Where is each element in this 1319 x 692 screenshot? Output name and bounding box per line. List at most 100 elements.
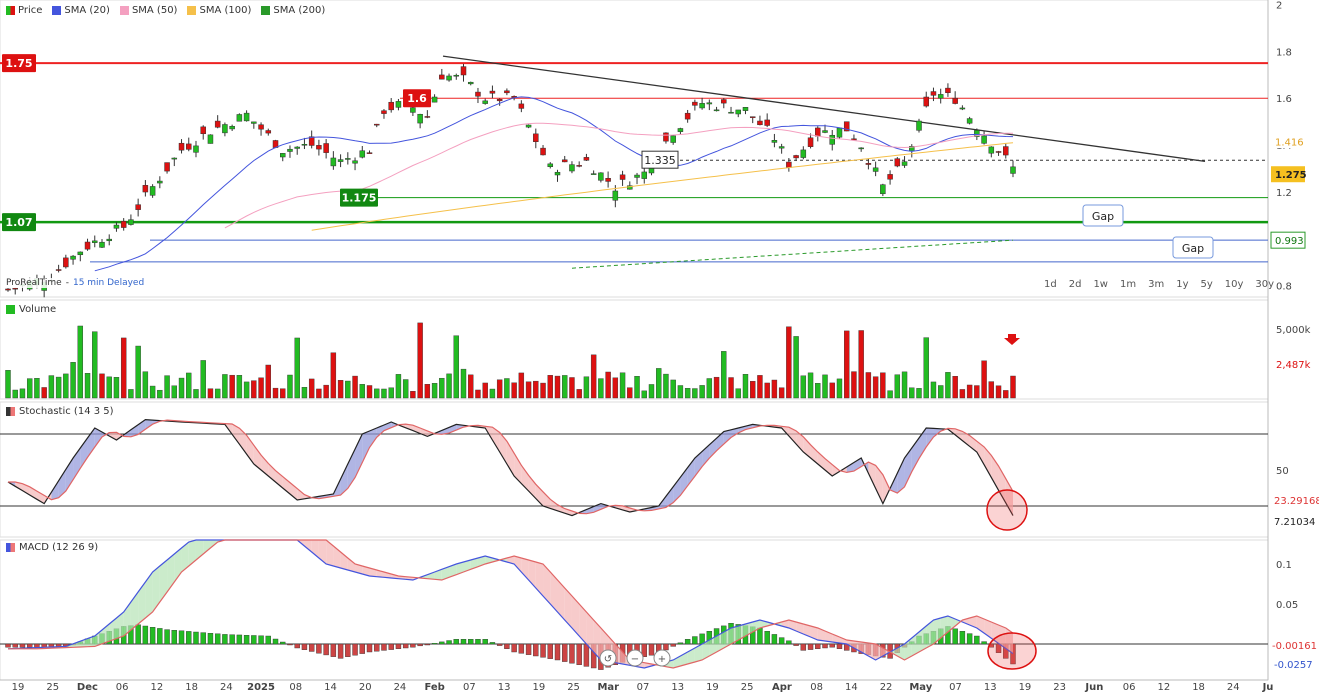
stoch-fill — [130, 424, 139, 437]
candle-body — [713, 109, 720, 112]
range-1d[interactable]: 1d — [1044, 279, 1057, 290]
macd-histogram-bar — [974, 635, 980, 645]
macd-fill — [803, 624, 811, 637]
macd-histogram-bar — [424, 643, 431, 646]
volume-bar — [41, 387, 47, 399]
volume-bar — [272, 387, 279, 399]
stoch-fill — [622, 505, 630, 512]
candle-body — [178, 142, 185, 151]
macd-fill — [87, 636, 95, 647]
stoch-tick-50: 50 — [1276, 466, 1289, 477]
volume-bar — [590, 354, 597, 399]
range-2d[interactable]: 2d — [1068, 279, 1082, 290]
candle-body — [692, 101, 698, 106]
macd-histogram-bar — [171, 630, 177, 645]
volume-bar — [323, 384, 329, 399]
volume-bar — [120, 337, 127, 399]
candle-body — [229, 125, 235, 130]
macd-histogram-bar — [236, 634, 243, 645]
volume-bar — [193, 389, 199, 399]
macd-fill — [449, 564, 457, 578]
stoch-fill — [904, 448, 912, 487]
macd-fill — [947, 616, 956, 632]
volume-legend: Volume — [6, 304, 57, 315]
candle-body — [815, 127, 821, 137]
volume-bar — [829, 382, 835, 399]
macd-fill — [846, 640, 854, 648]
sma100-value-box — [1271, 134, 1305, 149]
candle-body — [482, 100, 488, 104]
volume-bar — [764, 382, 770, 399]
volume-bar — [186, 372, 192, 399]
stoch-fill — [420, 428, 428, 437]
x-tick-label: May — [909, 682, 932, 692]
macd-fill — [564, 588, 572, 628]
macd-histogram-bar — [337, 643, 344, 659]
stoch-fill — [680, 467, 688, 496]
macd-fill — [543, 564, 551, 604]
candle-body — [301, 144, 308, 146]
label-1335: 1.335 — [644, 154, 676, 167]
provider-brand: ProRealTime — [6, 278, 62, 288]
volume-bar — [583, 376, 590, 399]
volume-bar — [258, 377, 264, 399]
macd-fill — [615, 644, 623, 664]
range-1y[interactable]: 1y — [1176, 279, 1189, 290]
range-10y[interactable]: 10y — [1224, 279, 1244, 290]
macd-histogram-bar — [193, 631, 199, 645]
macd-histogram-bar — [381, 643, 387, 651]
macd-histogram-bar — [468, 639, 474, 645]
macd-fill — [362, 566, 370, 576]
macd-histogram-bar — [402, 643, 409, 649]
macd-histogram-bar — [475, 639, 481, 645]
range-3m[interactable]: 3m — [1148, 279, 1165, 290]
x-tick-label: Ju — [1262, 682, 1274, 692]
x-tick-label: 25 — [567, 682, 580, 692]
macd-histogram-bar — [308, 643, 315, 652]
x-tick-label: 13 — [671, 682, 684, 692]
volume-bar — [496, 379, 503, 399]
volume-bar — [822, 374, 828, 399]
reset-zoom-icon-circle — [599, 649, 617, 667]
price-tick-1: 1.8 — [1276, 47, 1292, 58]
stoch-k-value: 23.29168 — [1274, 496, 1319, 507]
range-1w[interactable]: 1w — [1093, 279, 1108, 290]
macd-histogram-bar — [533, 643, 539, 657]
range-1m[interactable]: 1m — [1119, 279, 1137, 290]
stoch-fill — [362, 431, 370, 463]
stoch-fill — [723, 429, 732, 445]
volume-bar — [55, 376, 62, 399]
x-tick-label: 20 — [359, 682, 372, 692]
volume-bar — [988, 381, 995, 399]
volume-bar — [995, 385, 1002, 399]
stoch-fill — [1005, 478, 1013, 516]
volume-bar — [468, 374, 474, 399]
stoch-fill — [984, 446, 992, 478]
macd-histogram-bar — [265, 635, 271, 645]
volume-bar — [77, 325, 84, 399]
macd-histogram-bar — [800, 643, 807, 651]
sma20-line — [94, 96, 1014, 272]
candle-body — [887, 174, 893, 180]
candle-body — [872, 167, 879, 172]
macd-histogram-bar — [786, 640, 792, 645]
macd-fill — [514, 556, 522, 572]
stoch-d-value: 7.21034 — [1274, 517, 1315, 528]
volume-bar — [1003, 390, 1009, 399]
range-5y[interactable]: 5y — [1200, 279, 1213, 290]
x-tick-label: 14 — [324, 682, 337, 692]
legend-sma20: SMA (20) — [52, 5, 110, 16]
volume-bar — [48, 375, 55, 399]
candle-body — [742, 107, 749, 111]
macd-histogram-bar — [142, 625, 149, 645]
candle-body — [359, 150, 366, 158]
range-30y[interactable]: 30y — [1255, 279, 1275, 290]
macd-value-1: -0.00161 — [1272, 641, 1317, 652]
volume-bar — [569, 377, 575, 399]
volume-bar — [627, 387, 633, 399]
volume-bar — [670, 379, 676, 399]
macd-histogram-bar — [258, 635, 264, 645]
macd-histogram-bar — [511, 643, 517, 653]
sma200-swatch — [261, 6, 271, 15]
volume-bar — [728, 377, 734, 399]
